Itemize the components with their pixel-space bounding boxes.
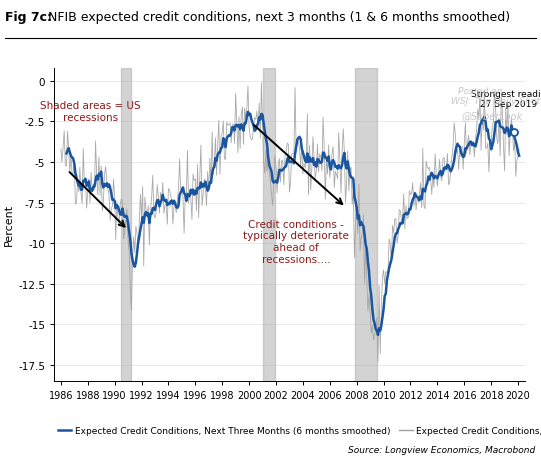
Text: Posted on: Posted on — [458, 87, 502, 95]
Bar — [355, 69, 377, 381]
Text: @SoberLook: @SoberLook — [461, 111, 523, 121]
Text: Fig 7c:: Fig 7c: — [5, 11, 52, 24]
Bar — [121, 69, 131, 381]
Text: WSJ: The Daily Shot: WSJ: The Daily Shot — [451, 96, 540, 105]
Y-axis label: Percent: Percent — [4, 204, 14, 246]
Legend: Expected Credit Conditions, Next Three Months (6 months smoothed), Expected Cred: Expected Credit Conditions, Next Three M… — [54, 423, 541, 439]
Text: Credit conditions -
typically deteriorate
ahead of
recessions....: Credit conditions - typically deteriorat… — [243, 219, 349, 264]
Text: 27 Sep 2019: 27 Sep 2019 — [480, 100, 538, 109]
Bar — [262, 69, 275, 381]
Text: Source: Longview Economics, Macrobond: Source: Longview Economics, Macrobond — [348, 445, 536, 454]
Text: Shaded areas = US
recessions: Shaded areas = US recessions — [40, 101, 141, 123]
Text: NFIB expected credit conditions, next 3 months (1 & 6 months smoothed): NFIB expected credit conditions, next 3 … — [44, 11, 511, 24]
Text: Strongest reading since 2001: Strongest reading since 2001 — [471, 90, 541, 99]
